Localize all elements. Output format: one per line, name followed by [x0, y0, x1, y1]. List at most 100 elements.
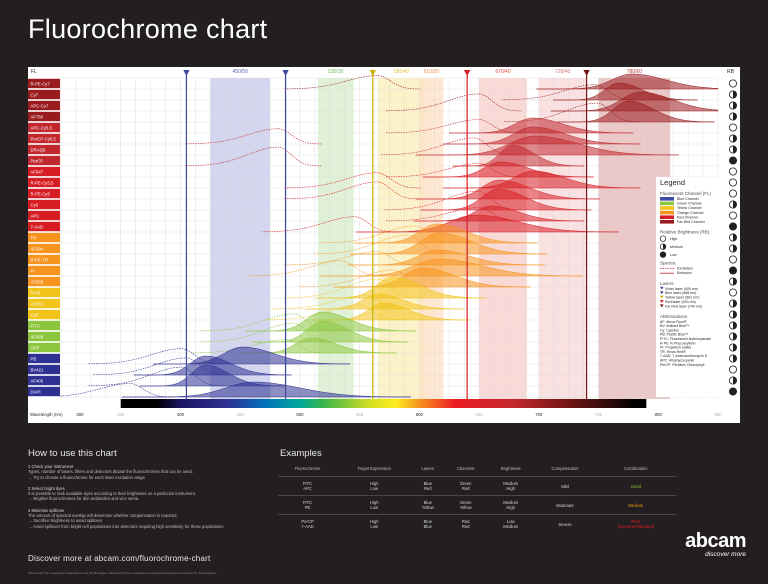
examples-combination-cell: Medium: [595, 495, 676, 515]
legend-fl-title: Fluorescent Channel (FL): [660, 191, 712, 196]
excitation-curve: [284, 251, 421, 266]
x-tick-label: 650: [476, 412, 484, 417]
brightness-icon: [729, 255, 738, 264]
fluorochrome-label: DRAQ5: [31, 147, 46, 152]
filter-label: 585/40: [394, 69, 410, 75]
legend-laser-marker: [660, 295, 664, 299]
fluorochrome-tab: [28, 199, 60, 210]
excitation-curve: [284, 181, 421, 200]
excitation-curve: [272, 295, 409, 310]
examples-header-row: Fluorochrome Target Expression Lasers Chann…: [278, 465, 676, 477]
fluorochrome-label: AF555: [31, 301, 44, 306]
rb-header: RB: [727, 69, 735, 75]
excitation-curve: [192, 339, 329, 354]
emission-curve: [443, 126, 641, 145]
excitation-curve: [88, 366, 225, 387]
x-tick-label: 700: [535, 412, 543, 417]
fluorochrome-tab: [28, 243, 60, 254]
fluorochrome-label: R-PE: [31, 290, 41, 295]
legend-abbreviation: PerCP: Peridinin Chlorophyll: [660, 363, 705, 367]
legend-rb-icon: [659, 235, 667, 242]
fluorochrome-tab: [28, 342, 60, 353]
fluorochrome-label: R-PE-TR: [31, 257, 48, 262]
legend-spectra-label: Emission: [677, 271, 692, 275]
fluorochrome-label: Cy7: [31, 92, 39, 97]
fluorochrome-tab: [28, 375, 60, 386]
discover-link[interactable]: Discover more at abcam.com/fluorochrome-…: [28, 554, 211, 563]
fluorochrome-label: Cy3: [31, 312, 39, 317]
fluorochrome-tab: [28, 331, 60, 342]
excitation-curve: [385, 207, 523, 222]
fluorochrome-tab: [28, 353, 60, 364]
x-tick-label: 600: [416, 412, 424, 417]
howto-step-line: → Try to choose a fluorochrome for each …: [28, 474, 145, 480]
legend-abbreviation: PI: Propidium iodide: [660, 346, 691, 350]
examples-cell: High Low: [337, 495, 412, 515]
examples-cell: FITC APC: [278, 476, 338, 496]
emission-curve: [553, 82, 698, 101]
howto-step-line: → Sacrifice brightness to avoid spillove…: [28, 518, 103, 524]
howto-step-line: It is possible to rank available dyes ac…: [28, 491, 197, 497]
examples-header-cell: Fluorochrome: [294, 466, 321, 471]
legend-laser-label: Blue laser (488 nm): [665, 291, 696, 295]
fluorochrome-label: AF647: [31, 169, 44, 174]
examples-header-cell: Channels: [456, 466, 475, 471]
fl-header: FL: [31, 69, 37, 75]
excitation-curve: [248, 260, 385, 277]
legend-rb-half: [663, 243, 666, 250]
howto-step: 3 Minimise spillover The amount of spectr…: [28, 508, 264, 529]
brightness-icon: [729, 178, 738, 187]
laser-marker: [463, 70, 471, 76]
x-axis-label: Wavelength (nm): [30, 412, 63, 417]
howto-step-title: 1 Check your instrument: [28, 464, 74, 469]
x-tick-label: 300: [76, 412, 84, 417]
fluorochrome-tab: [28, 100, 60, 111]
legend-abbreviation: PB: Pacific Blue™: [660, 333, 688, 337]
legend-channel-label: Green Channel: [677, 202, 702, 206]
brightness-icon: [729, 79, 738, 88]
fluorochrome-tab: [28, 89, 60, 100]
brightness-fill: [729, 266, 737, 275]
brightness-icon: [729, 365, 738, 374]
x-tick-label: 400: [177, 412, 185, 417]
fluorochrome-label: APC-Cy5.5: [31, 125, 53, 130]
emission-curve: [333, 267, 531, 288]
examples-row: FITC APC High Low Blue Red Green Red Medium High M…: [278, 476, 676, 496]
examples-cell: Green Red: [444, 476, 488, 496]
examples-header-cell: Lasers: [421, 466, 435, 471]
emission-curve: [315, 276, 487, 299]
x-tick-label: 500: [296, 412, 304, 417]
howto-step-title: 2 Select bright dyes: [28, 485, 65, 491]
fluorochrome-tab: [28, 309, 60, 320]
brightness-half: [733, 376, 737, 385]
examples-cell: Mild: [534, 476, 596, 496]
legend-rb-label: Medium: [670, 245, 683, 249]
legend-abbreviation: R-PE: R-Phycoerythrin: [660, 341, 695, 345]
excitation-curve: [200, 313, 337, 332]
examples-cell: High Low: [337, 476, 412, 496]
examples-cell: PerCP 7-AAD: [278, 514, 338, 533]
fluorochrome-tab: [28, 221, 60, 232]
excitation-curve: [284, 172, 421, 189]
legend-rb-title: Relative Brightness (RB): [660, 230, 710, 235]
emission-curve: [305, 293, 464, 310]
laser-marker: [583, 70, 590, 76]
filter-label: 720/40: [555, 69, 571, 75]
legend-channel-swatch: [660, 197, 674, 201]
x-tick-label: 550: [356, 412, 364, 417]
examples-row: FITC PE High Low Blue Yellow Green Yellow Medium…: [278, 495, 676, 515]
laser-marker: [369, 70, 376, 76]
fluorochrome-label: APC: [31, 213, 40, 218]
brightness-half: [733, 321, 737, 330]
examples-header-cell: Compensation: [551, 466, 579, 471]
legend-abbreviation: 7-AAD: 7-Aminoactinomycin D: [660, 354, 708, 358]
howto-step-line: → Avoid spillover from bright cell popul…: [28, 523, 224, 529]
excitation-curve: [185, 146, 322, 167]
brightness-half: [733, 354, 737, 363]
logo-wordmark: abcam: [685, 530, 746, 552]
fluorochrome-label: 7-AAD: [31, 224, 44, 229]
howto-step-line: → Brighter fluorochromes for dim antibod…: [28, 496, 139, 502]
legend-abbreviation: FITC: Fluorescein isothiocyanate: [660, 337, 711, 341]
fluorochrome-label: R-PE-Cy7: [31, 81, 51, 86]
legend-laser-label: Far Red laser (740 nm): [665, 304, 702, 308]
